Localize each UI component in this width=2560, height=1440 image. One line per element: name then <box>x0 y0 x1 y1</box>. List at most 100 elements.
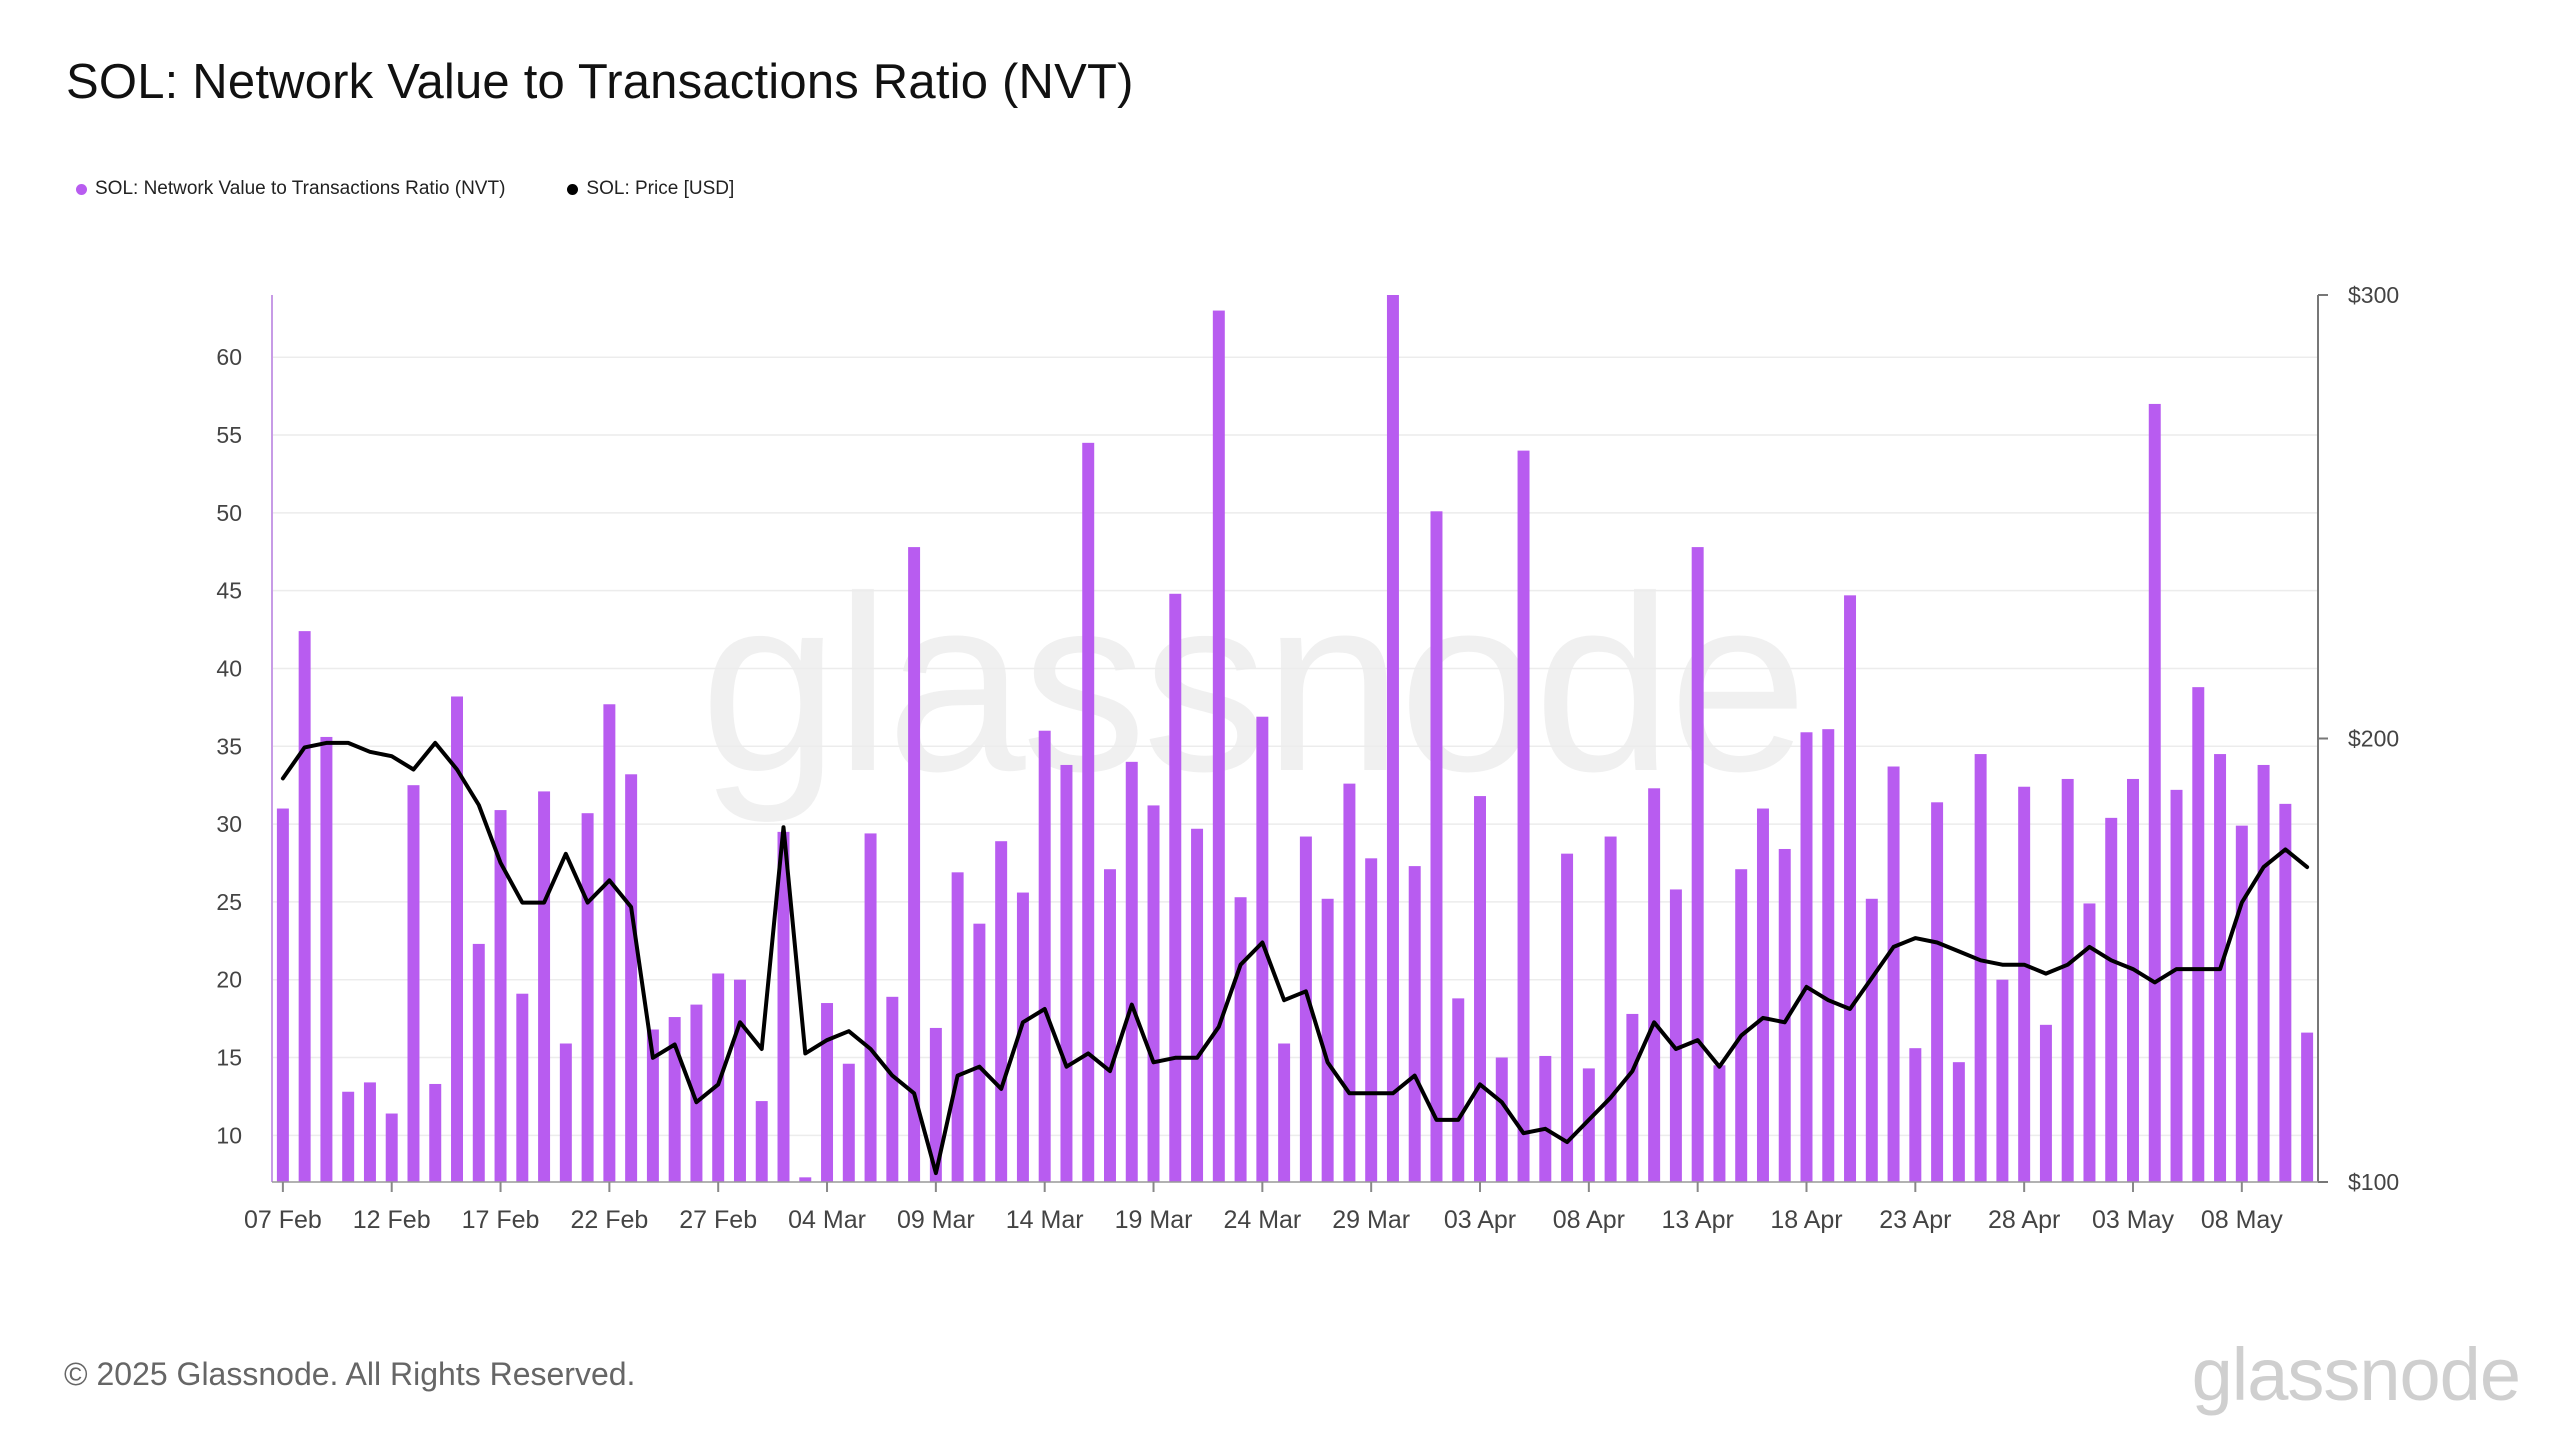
nvt-bar <box>1452 998 1465 1182</box>
nvt-bar <box>1474 796 1486 1182</box>
nvt-bar <box>668 1017 681 1182</box>
nvt-bar <box>1822 729 1835 1182</box>
x-tick-label: 12 Feb <box>353 1206 431 1234</box>
x-tick-label: 08 May <box>2201 1206 2283 1234</box>
y-left-tick-label: 20 <box>216 967 242 993</box>
nvt-bar <box>842 1063 855 1182</box>
nvt-bar <box>407 785 420 1182</box>
y-left-tick-label: 30 <box>216 811 242 837</box>
nvt-bar <box>690 1004 703 1182</box>
nvt-bar <box>1343 783 1356 1182</box>
nvt-bar <box>1648 788 1661 1182</box>
y-left-tick-label: 35 <box>216 733 242 759</box>
nvt-bar <box>1299 836 1312 1182</box>
nvt-bar <box>1713 1065 1726 1182</box>
nvt-bar <box>864 833 877 1182</box>
nvt-bar <box>908 547 921 1182</box>
copyright-footer: © 2025 Glassnode. All Rights Reserved. <box>64 1356 636 1392</box>
y-left-tick-label: 60 <box>216 344 242 370</box>
nvt-bar <box>777 831 790 1182</box>
nvt-bar <box>1952 1062 1965 1182</box>
x-tick-label: 29 Mar <box>1332 1206 1410 1234</box>
y-left-tick-label: 50 <box>216 500 242 526</box>
nvt-bar <box>451 696 463 1182</box>
nvt-bar <box>995 841 1008 1182</box>
nvt-bar <box>1517 450 1530 1183</box>
nvt-bar <box>2018 786 2031 1182</box>
y-left-tick-label: 10 <box>216 1122 242 1148</box>
legend-nvt-swatch <box>76 183 87 195</box>
nvt-bar <box>1321 898 1334 1182</box>
nvt-bar <box>1082 442 1095 1182</box>
nvt-bar <box>472 943 485 1182</box>
nvt-bar <box>1604 836 1617 1182</box>
x-tick-label: 14 Mar <box>1006 1206 1084 1234</box>
nvt-bar <box>1147 805 1160 1182</box>
nvt-bar <box>646 1029 659 1182</box>
nvt-bar <box>2105 817 2118 1182</box>
nvt-bar <box>1735 869 1748 1182</box>
nvt-bar <box>429 1083 442 1182</box>
nvt-bar <box>2235 825 2248 1182</box>
nvt-bar <box>1582 1068 1595 1182</box>
legend-price-swatch <box>567 183 579 195</box>
legend-item-price[interactable]: SOL: Price [USD] <box>567 178 734 200</box>
y-left-tick-label: 55 <box>216 422 242 448</box>
x-tick-label: 28 Apr <box>1988 1206 2060 1234</box>
nvt-bar <box>929 1027 942 1182</box>
nvt-bar <box>1844 595 1857 1182</box>
y-left-tick-label: 45 <box>216 578 242 604</box>
nvt-bar <box>1038 730 1051 1182</box>
x-tick-label: 03 May <box>2092 1206 2174 1234</box>
nvt-bar <box>1256 716 1269 1182</box>
x-tick-label: 04 Mar <box>788 1206 866 1234</box>
legend-nvt-label: SOL: Network Value to Transactions Ratio… <box>95 178 506 199</box>
nvt-bar <box>1104 869 1116 1182</box>
y-left-tick-label: 15 <box>216 1045 242 1071</box>
nvt-bar <box>1909 1048 1922 1182</box>
y-right-tick-label: $200 <box>2348 726 2399 752</box>
nvt-bar <box>320 736 333 1182</box>
glassnode-logo: glassnode <box>2191 1333 2521 1416</box>
nvt-bar <box>755 1101 768 1182</box>
nvt-bar <box>1234 897 1247 1182</box>
x-tick-label: 07 Feb <box>244 1206 322 1234</box>
nvt-bar <box>1191 828 1204 1182</box>
nvt-bar <box>1691 547 1704 1182</box>
nvt-bar <box>625 774 638 1182</box>
nvt-bar <box>1386 295 1399 1182</box>
nvt-bar <box>951 872 964 1182</box>
nvt-bar <box>1778 848 1791 1182</box>
nvt-bar <box>1626 1013 1639 1182</box>
nvt-bar <box>1887 766 1900 1182</box>
nvt-bar <box>2148 403 2161 1182</box>
nvt-bar <box>712 973 725 1182</box>
nvt-bar <box>1212 310 1225 1182</box>
nvt-bar <box>603 704 616 1182</box>
y-right-tick-label: $100 <box>2348 1169 2399 1195</box>
nvt-bar <box>276 808 289 1182</box>
nvt-bar <box>2061 778 2074 1182</box>
nvt-bar <box>2301 1032 2314 1182</box>
nvt-bar <box>2039 1024 2052 1182</box>
legend-item-nvt[interactable]: SOL: Network Value to Transactions Ratio… <box>76 178 505 200</box>
nvt-bar <box>538 791 551 1182</box>
price-line <box>280 740 2310 1176</box>
nvt-bar <box>1408 866 1421 1182</box>
nvt-bar <box>298 631 311 1182</box>
x-tick-label: 27 Feb <box>679 1206 757 1234</box>
x-tick-label: 17 Feb <box>462 1206 540 1234</box>
x-tick-label: 08 Apr <box>1553 1206 1625 1234</box>
nvt-bar <box>2170 789 2183 1182</box>
nvt-bar <box>1060 764 1073 1182</box>
nvt-bar <box>559 1043 572 1182</box>
nvt-bar <box>363 1082 376 1182</box>
x-tick-label: 18 Apr <box>1770 1206 1842 1234</box>
nvt-bar <box>494 810 507 1182</box>
nvt-bar <box>1996 979 2009 1182</box>
x-tick-label: 22 Feb <box>570 1206 648 1234</box>
nvt-bar <box>1430 511 1443 1183</box>
nvt-bar <box>1365 858 1378 1182</box>
y-left-tick-label: 40 <box>216 655 242 681</box>
nvt-bar <box>1125 761 1138 1182</box>
